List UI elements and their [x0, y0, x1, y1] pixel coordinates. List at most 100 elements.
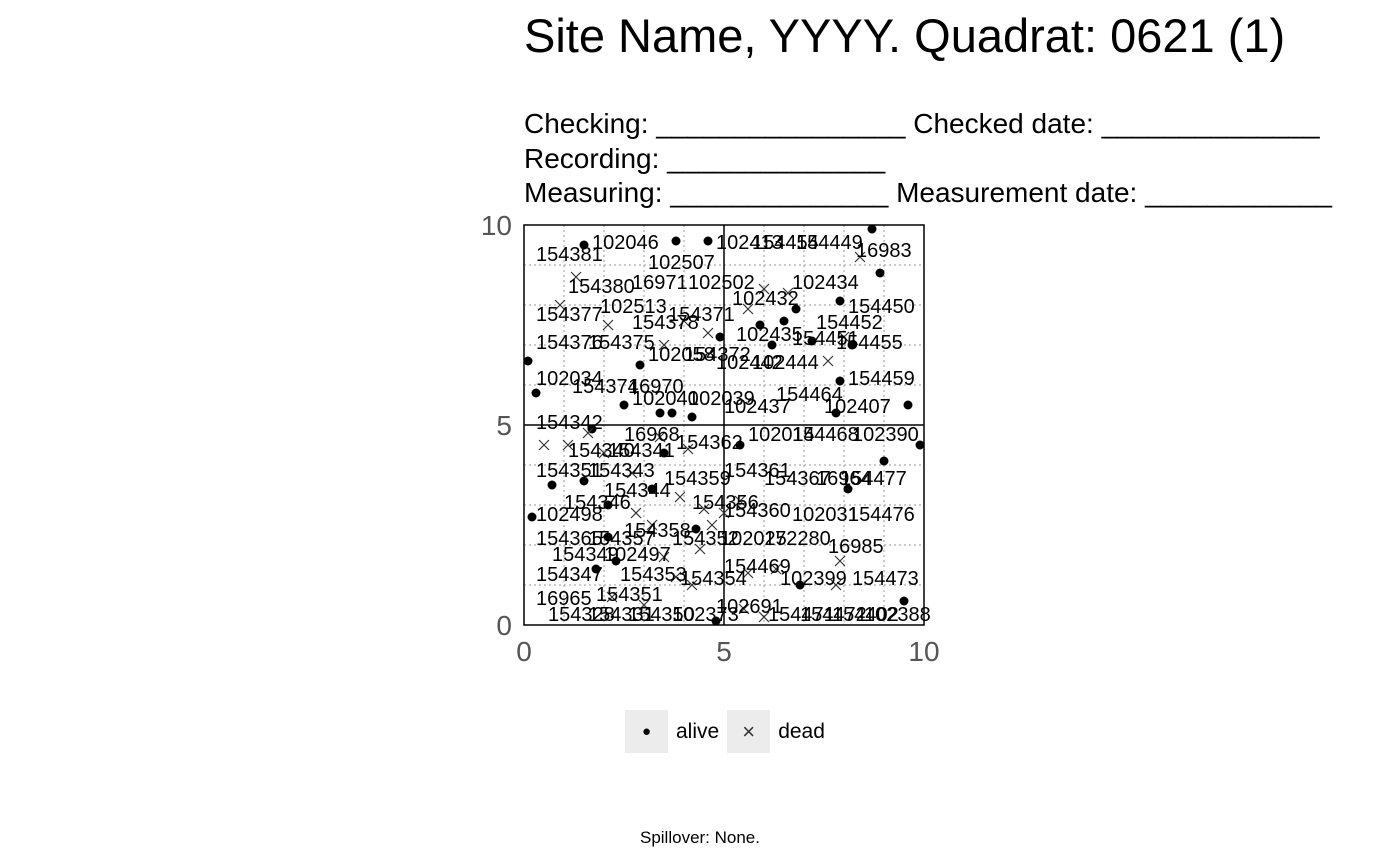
alive-point: [635, 360, 645, 370]
tree-tag-label: 102497: [604, 544, 671, 566]
alive-point: [875, 268, 885, 278]
dead-point: [646, 519, 658, 531]
tree-tag-label: 102691: [716, 596, 783, 618]
alive-point: [611, 556, 621, 566]
dead-point: [738, 603, 750, 615]
dead-point: [854, 251, 866, 263]
dead-point: [654, 431, 666, 443]
alive-point: [603, 532, 613, 542]
tree-tag-label: 102432: [732, 288, 799, 310]
tree-tag-label: 102388: [864, 604, 931, 626]
dead-point: [638, 599, 650, 611]
tree-tag-label: 154377: [536, 304, 603, 326]
tree-tag-label: 154359: [664, 468, 731, 490]
dead-point: [838, 331, 850, 343]
chart-title: Site Name, YYYY. Quadrat: 0621 (1): [524, 9, 1286, 62]
alive-point: [591, 564, 601, 574]
alive-point: [647, 484, 657, 494]
dead-point: [694, 543, 706, 555]
dead-point: [674, 491, 686, 503]
tree-tag-label: 154328: [548, 604, 615, 626]
dead-point: [570, 271, 582, 283]
tree-tag-label: 154455: [836, 332, 903, 354]
alive-point: [755, 320, 765, 330]
alive-point: [715, 332, 725, 342]
tree-tag-label: 154367: [764, 468, 831, 490]
tree-tag-label: 154343: [588, 460, 655, 482]
alive-point: [547, 480, 557, 490]
dead-point: [834, 555, 846, 567]
alive-point: [735, 440, 745, 450]
tree-tag-label: 154350: [628, 604, 695, 626]
tree-tag-label: 16968: [624, 424, 680, 446]
tree-tag-label: 154464: [776, 384, 843, 406]
alive-point: [667, 408, 677, 418]
tree-tag-label: 102025: [720, 528, 787, 550]
alive-point: [691, 524, 701, 534]
tree-tag-label: 154361: [724, 460, 791, 482]
dead-point: [562, 439, 574, 451]
alive-point: [779, 316, 789, 326]
axis-ticks: 0 5 10 0 5 10: [481, 210, 940, 667]
alive-point: [795, 580, 805, 590]
tree-tag-label: 102031: [792, 504, 859, 526]
dead-point: [554, 299, 566, 311]
dead-point: [630, 507, 642, 519]
alive-point: [847, 340, 857, 350]
tree-tag-label: 154357: [588, 528, 655, 550]
dead-point: [758, 611, 770, 623]
alive-point: [671, 236, 681, 246]
dead-point: [682, 443, 694, 455]
recording-line: Recording: ______________: [524, 143, 886, 174]
alive-point: [619, 400, 629, 410]
tree-tag-label: 102413: [716, 232, 783, 254]
tree-tag-label: 102373: [672, 604, 739, 626]
dead-point: [658, 339, 670, 351]
tree-tag-label: 16983: [856, 240, 912, 262]
tree-tag-label: 154451: [792, 328, 859, 350]
dead-point: [702, 327, 714, 339]
tree-tag-label: 154468: [792, 424, 859, 446]
alive-point: [523, 356, 533, 366]
tree-tag-label: 154375: [588, 332, 655, 354]
x-tick-label: 10: [908, 636, 939, 667]
tree-tag-label: 102444: [752, 352, 819, 374]
tree-tag-label: 154476: [848, 504, 915, 526]
dead-point: [626, 467, 638, 479]
alive-point: [835, 376, 845, 386]
alive-point: [703, 236, 713, 246]
dead-point: [538, 439, 550, 451]
tree-tag-label: 154459: [848, 368, 915, 390]
tree-marks: [523, 224, 925, 626]
tree-tag-label: 154378: [632, 312, 699, 334]
tree-tag-label: 154372: [684, 344, 751, 366]
alive-point: [687, 412, 697, 422]
tree-tag-label: 102502: [688, 272, 755, 294]
spillover-caption: Spillover: None.: [639, 828, 760, 847]
tree-tag-label: 102513: [600, 296, 667, 318]
tree-tag-label: 154365: [536, 528, 603, 550]
alive-point: [527, 512, 537, 522]
tree-tag-label: 154352: [672, 528, 739, 550]
alive-point: [767, 340, 777, 350]
dead-point: [782, 287, 794, 299]
alive-point: [867, 224, 877, 234]
alive-point: [835, 296, 845, 306]
alive-point: [791, 304, 801, 314]
x-tick-label: 0: [516, 636, 532, 667]
tree-tag-label: 102040: [632, 388, 699, 410]
dead-point: [706, 519, 718, 531]
legend: ● alive × dead: [625, 710, 825, 753]
dead-point: [742, 303, 754, 315]
alive-point: [879, 456, 889, 466]
tree-tag-label: 102014: [748, 424, 815, 446]
tree-tag-label: 154344: [604, 480, 671, 502]
tree-tag-label: 16971: [632, 272, 688, 294]
tree-tag-label: 154449: [796, 232, 863, 254]
dead-point: [822, 355, 834, 367]
dead-point: [698, 503, 710, 515]
alive-point: [579, 476, 589, 486]
tree-tag-label: 102034: [536, 368, 603, 390]
